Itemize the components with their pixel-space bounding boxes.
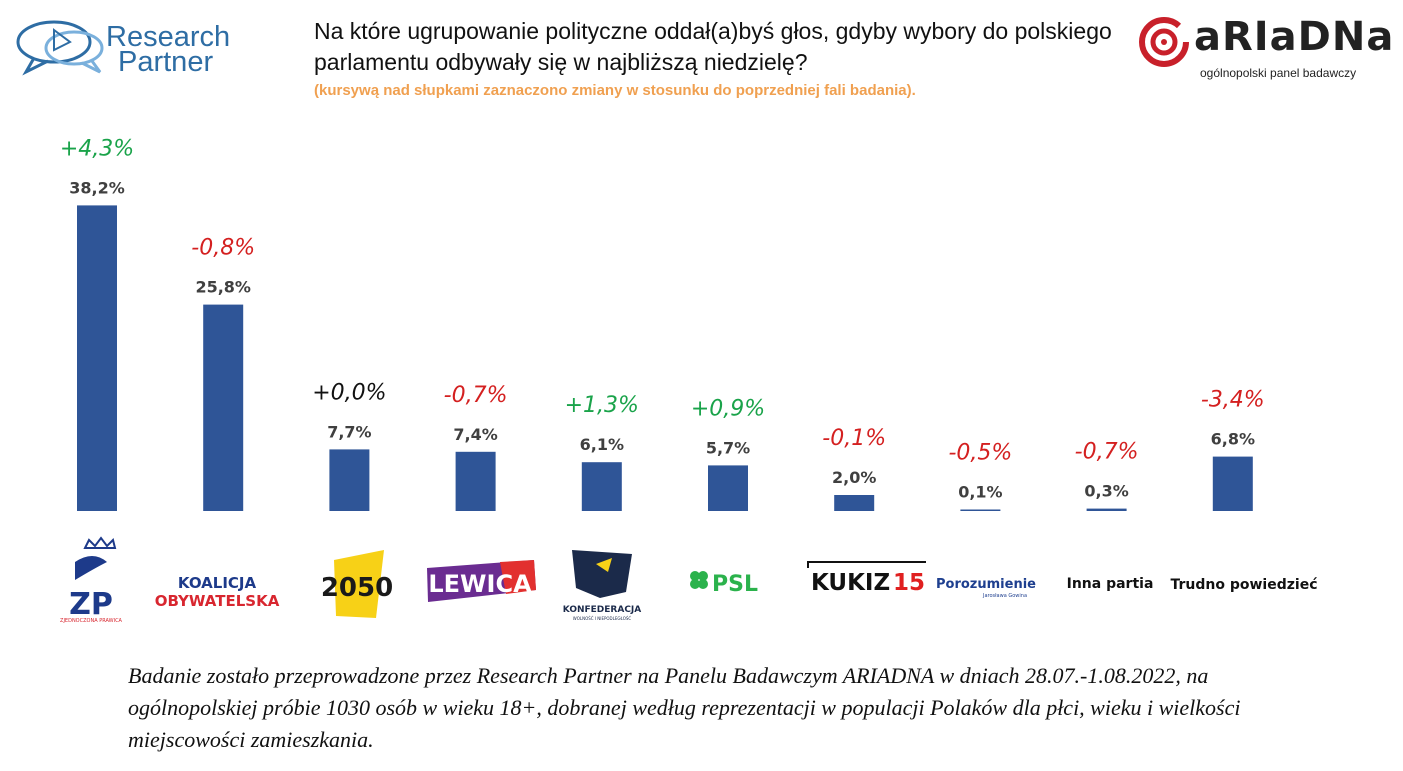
change-label-6: -0,1% [822, 426, 886, 451]
logo-2050-shape [334, 550, 384, 618]
logo-konf-accent [596, 558, 612, 572]
speech-bubbles-icon [16, 20, 104, 76]
chart-title: Na które ugrupowanie polityczne oddał(a)… [314, 18, 1112, 75]
brand-line-2: Partner [118, 46, 214, 78]
logo-zp: ZP ZJEDNOCZONA PRAWICA [60, 536, 123, 624]
change-label-9: -3,4% [1201, 388, 1265, 413]
logo-konfederacja: KONFEDERACJA WOLNOŚĆ I NIEPODLEGŁOŚĆ [563, 550, 642, 621]
ariadna-tagline: ogólnopolski panel badawczy [1200, 66, 1357, 80]
brand-line-1: Research [106, 21, 231, 53]
change-label-3: -0,7% [444, 383, 508, 408]
logo-poro-text: Porozumienie [936, 577, 1036, 592]
logo-zp-text: ZP [69, 587, 113, 622]
bar-2 [329, 449, 370, 511]
value-label-7: 0,1% [958, 483, 1002, 502]
logo-konf-text: KONFEDERACJA [563, 605, 642, 615]
value-label-8: 0,3% [1084, 482, 1128, 501]
value-label-2: 7,7% [327, 422, 371, 441]
value-label-5: 5,7% [706, 438, 750, 457]
change-label-8: -0,7% [1075, 440, 1139, 465]
logo-kukiz15: KUKIZ 15 [807, 561, 926, 596]
logo-ko-line1: KOALICJA [178, 574, 257, 592]
bar-chart: 38,2% +4,3% 25,8% -0,8% 7,7% +0,0% 7,4% -0,7% 6,… [60, 136, 1318, 624]
logo-ko: KOALICJA OBYWATELSKA [155, 574, 280, 610]
bar-5 [708, 465, 748, 511]
logo-poro-sub: Jarosława Gowina [982, 593, 1027, 599]
logo-lewica-text: LEWICA [428, 570, 532, 598]
bar-1 [203, 304, 244, 511]
label-trudno-powiedziec: Trudno powiedzieć [1171, 577, 1318, 593]
logo-porozumienie: Porozumienie Jarosława Gowina [936, 577, 1036, 599]
logo-konf-sub: WOLNOŚĆ I NIEPODLEGŁOŚĆ [573, 616, 632, 621]
ariadna-name: aRIaDNa [1194, 14, 1395, 60]
footnote: Badanie zostało przeprowadzone przez Res… [128, 663, 1241, 752]
ariadna-logo: aRIaDNa ogólnopolski panel badawczy [1138, 12, 1393, 82]
change-label-2: +0,0% [312, 380, 386, 405]
clover-icon [690, 571, 708, 589]
label-inna-partia: Inna partia [1067, 576, 1154, 592]
logo-lewica: LEWICA [427, 560, 536, 602]
logo-psl-text: PSL [712, 572, 758, 597]
logo-ko-line2: OBYWATELSKA [155, 592, 280, 610]
bars-layer: 38,2% +4,3% 25,8% -0,8% 7,7% +0,0% 7,4% -0,7% 6,… [60, 136, 1265, 511]
chart-subtitle: (kursywą nad słupkami zaznaczono zmiany … [314, 82, 916, 99]
bar-3 [455, 451, 496, 511]
logo-kukiz-frame [807, 561, 926, 568]
logo-2050-text: 2050 [321, 573, 393, 603]
logos-layer: ZP ZJEDNOCZONA PRAWICA KOALICJA OBYWATEL… [60, 536, 1318, 624]
change-label-7: -0,5% [948, 441, 1012, 466]
change-label-1: -0,8% [191, 236, 255, 261]
value-label-0: 38,2% [69, 178, 125, 197]
bar-0 [77, 205, 117, 511]
logo-psl: PSL [690, 571, 758, 597]
logo-kukiz-text: KUKIZ [811, 570, 890, 596]
change-label-0: +4,3% [60, 136, 134, 161]
value-label-6: 2,0% [832, 468, 876, 487]
eagle-icon [572, 550, 632, 598]
eagle-icon [75, 556, 107, 580]
bar-6 [834, 495, 875, 511]
value-label-4: 6,1% [580, 435, 624, 454]
bar-4 [581, 462, 622, 511]
research-partner-logo: Research Partner [14, 12, 244, 82]
logo-kukiz-num: 15 [893, 570, 925, 596]
logo-lewica-accent [500, 560, 536, 594]
logo-zp-sub: ZJEDNOCZONA PRAWICA [60, 618, 123, 624]
bar-8 [1086, 508, 1127, 511]
bar-7 [960, 509, 1001, 511]
crown-icon [83, 536, 117, 549]
value-label-9: 6,8% [1211, 430, 1255, 449]
change-label-5: +0,9% [691, 396, 765, 421]
value-label-1: 25,8% [195, 278, 251, 297]
value-label-3: 7,4% [453, 425, 497, 444]
logo-2050: 2050 [321, 550, 393, 618]
ariadna-spiral-icon [1139, 17, 1189, 67]
bar-9 [1212, 456, 1253, 511]
change-label-4: +1,3% [565, 393, 639, 418]
